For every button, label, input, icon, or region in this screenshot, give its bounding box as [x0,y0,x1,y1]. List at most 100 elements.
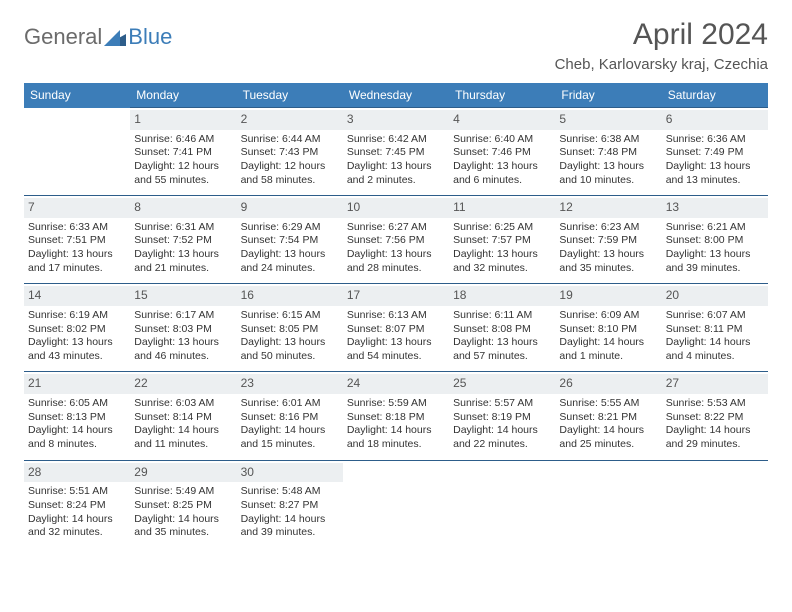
day-number: 3 [343,110,449,130]
calendar-cell: 30Sunrise: 5:48 AMSunset: 8:27 PMDayligh… [237,460,343,548]
daylight-line: Daylight: 13 hours and 50 minutes. [241,336,339,363]
calendar-page: General Blue April 2024 Cheb, Karlovarsk… [0,0,792,548]
sunset-line: Sunset: 7:59 PM [559,234,657,248]
daylight-line: Daylight: 14 hours and 15 minutes. [241,424,339,451]
calendar-week-row: 1Sunrise: 6:46 AMSunset: 7:41 PMDaylight… [24,108,768,196]
calendar-cell: 3Sunrise: 6:42 AMSunset: 7:45 PMDaylight… [343,108,449,196]
weekday-header: Monday [130,83,236,108]
sunset-line: Sunset: 8:05 PM [241,323,339,337]
daylight-line: Daylight: 13 hours and 24 minutes. [241,248,339,275]
sunrise-line: Sunrise: 6:46 AM [134,133,232,147]
sunset-line: Sunset: 8:25 PM [134,499,232,513]
day-number: 20 [662,286,768,306]
sunset-line: Sunset: 7:43 PM [241,146,339,160]
calendar-cell: 18Sunrise: 6:11 AMSunset: 8:08 PMDayligh… [449,284,555,372]
day-number: 14 [24,286,130,306]
day-number: 7 [24,198,130,218]
sunset-line: Sunset: 8:00 PM [666,234,764,248]
sunrise-line: Sunrise: 6:13 AM [347,309,445,323]
sunrise-line: Sunrise: 6:23 AM [559,221,657,235]
sunset-line: Sunset: 8:11 PM [666,323,764,337]
weekday-header: Thursday [449,83,555,108]
sunset-line: Sunset: 8:18 PM [347,411,445,425]
calendar-cell: 7Sunrise: 6:33 AMSunset: 7:51 PMDaylight… [24,196,130,284]
sunrise-line: Sunrise: 5:49 AM [134,485,232,499]
daylight-line: Daylight: 14 hours and 11 minutes. [134,424,232,451]
sunrise-line: Sunrise: 6:19 AM [28,309,126,323]
weekday-header-row: SundayMondayTuesdayWednesdayThursdayFrid… [24,83,768,108]
calendar-cell [343,460,449,548]
day-number: 5 [555,110,661,130]
daylight-line: Daylight: 14 hours and 25 minutes. [559,424,657,451]
daylight-line: Daylight: 13 hours and 35 minutes. [559,248,657,275]
location-label: Cheb, Karlovarsky kraj, Czechia [555,56,768,73]
day-number: 21 [24,374,130,394]
weekday-header: Tuesday [237,83,343,108]
sunrise-line: Sunrise: 6:03 AM [134,397,232,411]
calendar-cell: 12 Sunrise: 6:23 AMSunset: 7:59 PMDayligh… [555,196,661,284]
day-number: 28 [24,463,130,483]
daylight-line: Daylight: 13 hours and 43 minutes. [28,336,126,363]
day-number: 23 [237,374,343,394]
weekday-header: Saturday [662,83,768,108]
day-number: 24 [343,374,449,394]
sunset-line: Sunset: 7:41 PM [134,146,232,160]
day-number: 4 [449,110,555,130]
calendar-cell: 28Sunrise: 5:51 AMSunset: 8:24 PMDayligh… [24,460,130,548]
sunrise-line: Sunrise: 5:48 AM [241,485,339,499]
daylight-line: Daylight: 12 hours and 55 minutes. [134,160,232,187]
sunset-line: Sunset: 7:51 PM [28,234,126,248]
daylight-line: Daylight: 13 hours and 21 minutes. [134,248,232,275]
header: General Blue April 2024 Cheb, Karlovarsk… [24,18,768,73]
day-number: 12 [555,198,661,218]
calendar-cell: 6Sunrise: 6:36 AMSunset: 7:49 PMDaylight… [662,108,768,196]
daylight-line: Daylight: 13 hours and 13 minutes. [666,160,764,187]
day-number: 19 [555,286,661,306]
sunset-line: Sunset: 7:46 PM [453,146,551,160]
calendar-week-row: 28Sunrise: 5:51 AMSunset: 8:24 PMDayligh… [24,460,768,548]
logo-shape-icon [104,29,126,47]
day-number: 6 [662,110,768,130]
day-number: 25 [449,374,555,394]
daylight-line: Daylight: 14 hours and 32 minutes. [28,513,126,540]
sunrise-line: Sunrise: 6:27 AM [347,221,445,235]
sunrise-line: Sunrise: 6:11 AM [453,309,551,323]
logo: General Blue [24,18,172,50]
sunset-line: Sunset: 8:16 PM [241,411,339,425]
calendar-cell: 19Sunrise: 6:09 AMSunset: 8:10 PMDayligh… [555,284,661,372]
daylight-line: Daylight: 14 hours and 1 minute. [559,336,657,363]
sunset-line: Sunset: 8:27 PM [241,499,339,513]
daylight-line: Daylight: 13 hours and 57 minutes. [453,336,551,363]
weekday-header: Sunday [24,83,130,108]
sunrise-line: Sunrise: 6:15 AM [241,309,339,323]
sunrise-line: Sunrise: 6:17 AM [134,309,232,323]
daylight-line: Daylight: 13 hours and 28 minutes. [347,248,445,275]
calendar-cell: 20Sunrise: 6:07 AMSunset: 8:11 PMDayligh… [662,284,768,372]
day-number: 15 [130,286,236,306]
sunrise-line: Sunrise: 5:55 AM [559,397,657,411]
calendar-cell: 27Sunrise: 5:53 AMSunset: 8:22 PMDayligh… [662,372,768,460]
calendar-cell: 11Sunrise: 6:25 AMSunset: 7:57 PMDayligh… [449,196,555,284]
day-number: 2 [237,110,343,130]
calendar-cell: 13Sunrise: 6:21 AMSunset: 8:00 PMDayligh… [662,196,768,284]
calendar-cell [662,460,768,548]
day-number: 8 [130,198,236,218]
sunset-line: Sunset: 8:08 PM [453,323,551,337]
sunrise-line: Sunrise: 6:42 AM [347,133,445,147]
sunset-line: Sunset: 7:52 PM [134,234,232,248]
calendar-cell: 4Sunrise: 6:40 AMSunset: 7:46 PMDaylight… [449,108,555,196]
calendar-cell: 2Sunrise: 6:44 AMSunset: 7:43 PMDaylight… [237,108,343,196]
calendar-cell: 5Sunrise: 6:38 AMSunset: 7:48 PMDaylight… [555,108,661,196]
sunset-line: Sunset: 8:21 PM [559,411,657,425]
sunrise-line: Sunrise: 5:53 AM [666,397,764,411]
sunrise-line: Sunrise: 6:36 AM [666,133,764,147]
daylight-line: Daylight: 13 hours and 17 minutes. [28,248,126,275]
sunset-line: Sunset: 7:48 PM [559,146,657,160]
sunrise-line: Sunrise: 6:01 AM [241,397,339,411]
calendar-week-row: 7Sunrise: 6:33 AMSunset: 7:51 PMDaylight… [24,196,768,284]
day-number: 10 [343,198,449,218]
logo-text-1: General [24,24,102,50]
calendar-cell [555,460,661,548]
sunset-line: Sunset: 8:22 PM [666,411,764,425]
sunrise-line: Sunrise: 6:05 AM [28,397,126,411]
